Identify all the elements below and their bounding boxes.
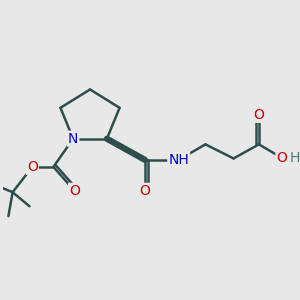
Text: N: N	[68, 132, 78, 146]
Text: NH: NH	[168, 153, 189, 167]
Text: O: O	[69, 184, 80, 198]
Text: O: O	[276, 152, 287, 165]
Text: H: H	[290, 152, 300, 165]
Text: O: O	[254, 108, 264, 122]
Text: O: O	[27, 160, 38, 174]
Text: O: O	[140, 184, 150, 198]
